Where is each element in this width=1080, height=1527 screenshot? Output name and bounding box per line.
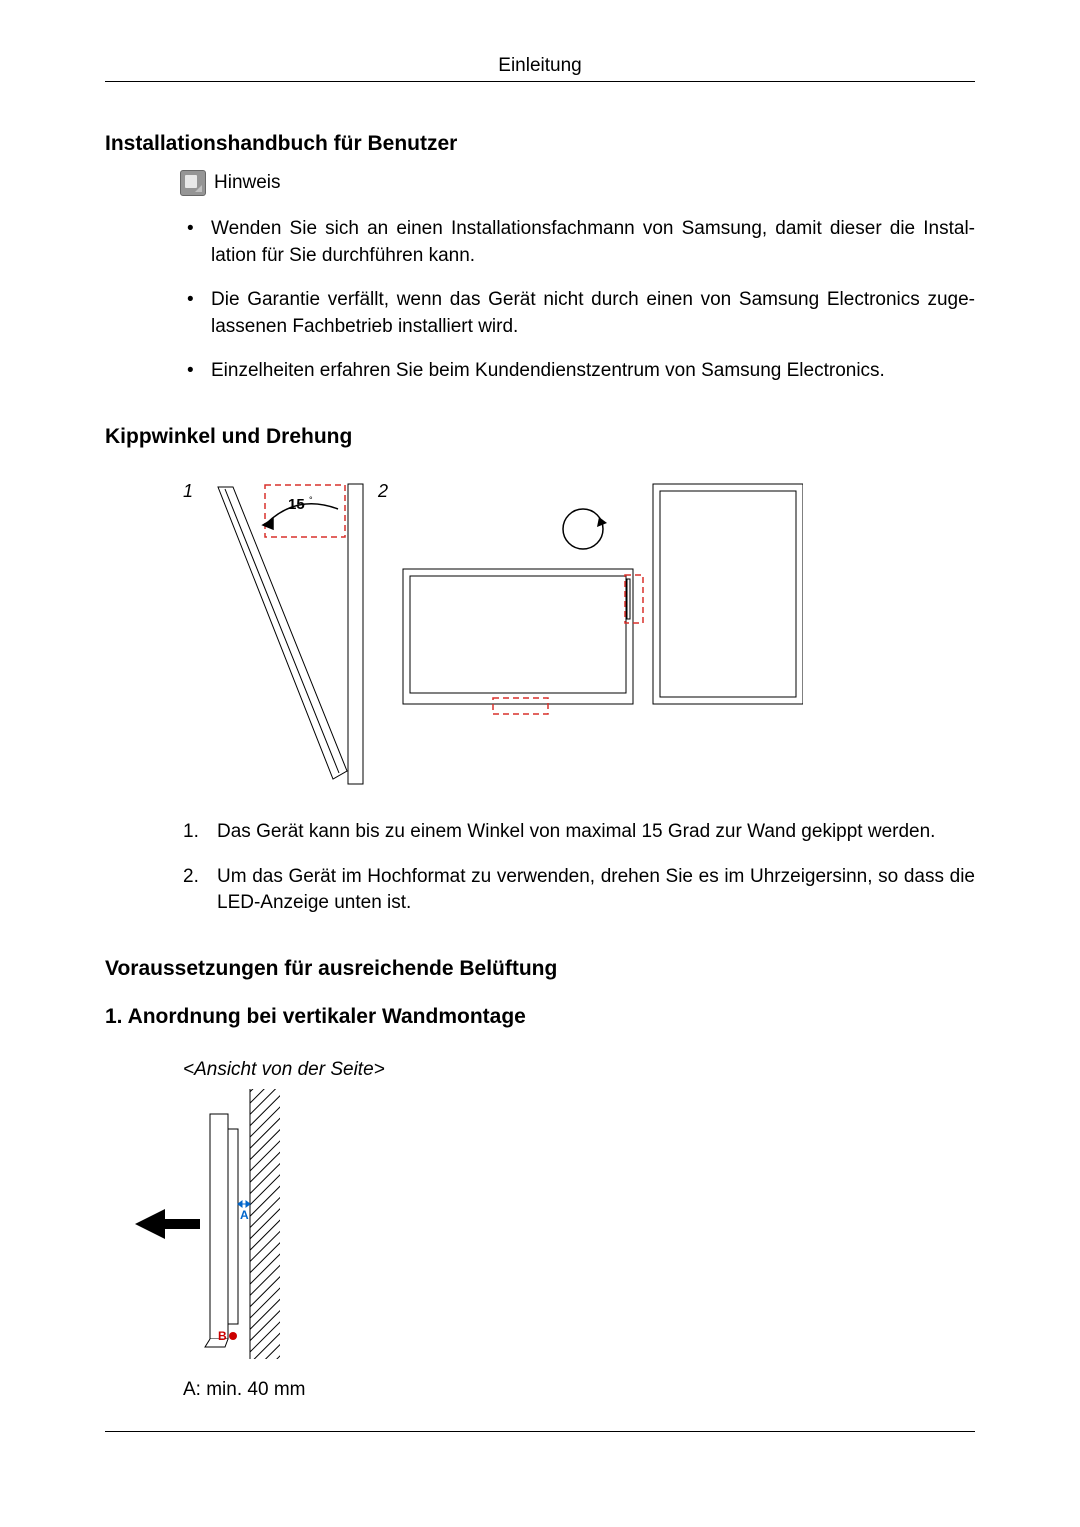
header-title: Einleitung bbox=[498, 55, 581, 76]
measurement-a: A: min. 40 mm bbox=[183, 1379, 975, 1401]
note-icon bbox=[180, 170, 206, 196]
section1-bullets: Wenden Sie sich an einen Installationsfa… bbox=[181, 216, 975, 385]
diagram-label-2: 2 bbox=[377, 481, 388, 501]
diagram-label-1: 1 bbox=[183, 481, 193, 501]
label-A: A bbox=[240, 1208, 249, 1222]
page-header: Einleitung bbox=[105, 55, 975, 82]
section1-title: Installationshandbuch für Benutzer bbox=[105, 132, 975, 156]
view-label: <Ansicht von der Seite> bbox=[183, 1059, 975, 1081]
list-item: Um das Gerät im Hochformat zu verwenden,… bbox=[183, 864, 975, 917]
angle-text: 15 bbox=[288, 496, 305, 513]
section2-title: Kippwinkel und Drehung bbox=[105, 425, 975, 449]
section2-list: Das Gerät kann bis zu einem Winkel von m… bbox=[183, 819, 975, 917]
section3-title: Voraussetzungen für ausreichende Belüftu… bbox=[105, 957, 975, 981]
bullet-item: Die Garantie verfällt, wenn das Gerät ni… bbox=[181, 287, 975, 340]
svg-text:°: ° bbox=[309, 495, 313, 505]
bullet-item: Wenden Sie sich an einen Installationsfa… bbox=[181, 216, 975, 269]
section3-subtitle: 1. Anordnung bei vertikaler Wandmontage bbox=[105, 1005, 975, 1029]
label-B: B bbox=[218, 1329, 227, 1343]
ventilation-diagram: A B bbox=[105, 1089, 975, 1359]
bullet-item: Einzelheiten erfahren Sie beim Kundendie… bbox=[181, 358, 975, 385]
hinweis-label: Hinweis bbox=[214, 172, 281, 194]
footer-line bbox=[105, 1431, 975, 1432]
list-item: Das Gerät kann bis zu einem Winkel von m… bbox=[183, 819, 975, 846]
tilt-rotation-diagram: 1 15 ° 2 bbox=[183, 479, 975, 789]
hinweis-row: Hinweis bbox=[180, 170, 975, 196]
